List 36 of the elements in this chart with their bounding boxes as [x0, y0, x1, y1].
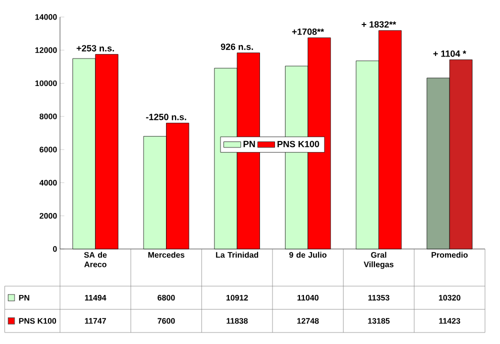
annotation: +253 n.s. [76, 45, 114, 52]
y-tick-label: 10000 [35, 80, 57, 86]
y-tick-label: 14000 [35, 14, 57, 20]
legend-label: PNS K100 [278, 140, 320, 148]
annotation: + 1832** [362, 21, 396, 28]
data-label: 12748 [297, 318, 319, 324]
x-tick-label: Mercedes [148, 252, 184, 258]
data-label: 6800 [158, 294, 175, 301]
annotation: 926 n.s. [220, 44, 253, 50]
y-tick-label: 6000 [40, 146, 57, 152]
y-tick-label: 12000 [35, 47, 57, 53]
y-tick-label: 0 [53, 246, 57, 252]
annotation: -1250 n.s. [146, 114, 186, 120]
x-tick-label: La Trinidad [216, 252, 258, 258]
annotation: +1708** [292, 28, 324, 35]
x-tick-label: SA de Areco [84, 252, 107, 268]
text: PN [19, 294, 30, 300]
data-label: 11040 [298, 294, 318, 301]
data-label: 11494 [85, 294, 106, 301]
legend-label: PN [244, 140, 255, 148]
y-tick-label: 4000 [39, 180, 57, 186]
data-label: 11838 [226, 318, 248, 324]
y-tick-label: 2000 [40, 213, 57, 219]
data-label: 10320 [438, 294, 460, 301]
y-tick-label: 8000 [40, 114, 57, 120]
data-label: 11747 [85, 318, 106, 324]
annotation: + 1104 * [433, 50, 466, 57]
data-label: 13185 [368, 318, 390, 324]
x-tick-label: Gral Villegas [364, 252, 394, 269]
x-tick-label: Promedio [432, 252, 468, 258]
data-label: 11353 [368, 294, 390, 301]
x-tick-label: 9 de Julio [289, 252, 326, 258]
data-label: 10912 [226, 294, 248, 301]
text: PNS K100 [19, 318, 56, 324]
data-label: 7600 [158, 318, 175, 324]
data-label: 11423 [439, 318, 460, 324]
